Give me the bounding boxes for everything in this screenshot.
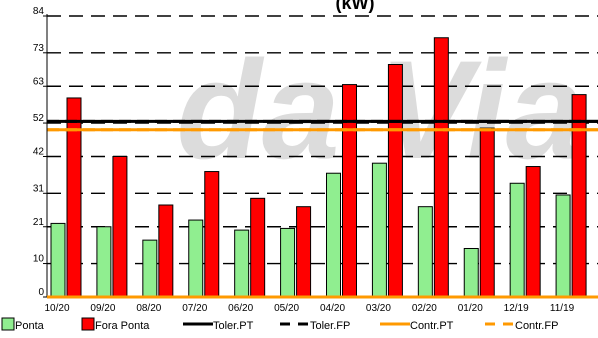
x-tick-label: 07/20 bbox=[182, 303, 207, 314]
x-tick-label: 01/20 bbox=[458, 303, 483, 314]
axis-layer: 0 10 21 31 42 52 63 73 84 10/20 09/20 08/20 07/20 06/… bbox=[33, 6, 598, 314]
bar-ponta bbox=[142, 239, 158, 298]
x-tick-label: 06/20 bbox=[228, 303, 253, 314]
bar-ponta bbox=[509, 182, 525, 298]
bar-fora-ponta bbox=[296, 206, 312, 298]
bar-ponta bbox=[96, 226, 112, 298]
bar-fora-ponta bbox=[479, 127, 495, 298]
y-tick-label: 73 bbox=[33, 43, 45, 54]
y-tick-label: 31 bbox=[33, 183, 45, 194]
x-tick-label: 12/19 bbox=[504, 303, 529, 314]
bar-fora-ponta bbox=[158, 204, 174, 298]
y-tick-label: 52 bbox=[33, 113, 45, 124]
y-tick-label: 21 bbox=[33, 217, 45, 228]
bar-ponta bbox=[463, 247, 479, 298]
x-tick-label: 05/20 bbox=[274, 303, 299, 314]
bar-ponta bbox=[371, 162, 387, 298]
watermark-text: da Via bbox=[176, 31, 583, 188]
bar-fora-ponta bbox=[342, 84, 357, 298]
y-tick-label: 63 bbox=[33, 76, 45, 87]
bar-fora-ponta bbox=[66, 97, 82, 298]
x-tick-label: 10/20 bbox=[44, 303, 69, 314]
x-tick-label: 02/20 bbox=[412, 303, 437, 314]
chart-title: (kW) bbox=[336, 0, 375, 13]
bar-fora-ponta bbox=[525, 166, 541, 298]
reference-lines-layer bbox=[47, 119, 598, 132]
bar-fora-ponta bbox=[250, 197, 266, 298]
legend-swatch-fora-ponta bbox=[81, 317, 95, 331]
bar-fora-ponta bbox=[433, 37, 449, 298]
x-tick-label: 04/20 bbox=[320, 303, 345, 314]
legend-label: Toler.FP bbox=[310, 320, 350, 332]
bar-ponta bbox=[326, 172, 341, 298]
y-tick-label: 0 bbox=[38, 287, 44, 298]
y-tick-label: 84 bbox=[33, 6, 45, 17]
legend: Ponta Fora Ponta Toler.PT Toler.FP Contr.PT C… bbox=[1, 317, 558, 332]
bar-fora-ponta bbox=[571, 94, 587, 298]
bar-ponta bbox=[555, 194, 571, 298]
bar-fora-ponta bbox=[387, 64, 403, 298]
grid-layer bbox=[47, 15, 598, 265]
y-tick-label: 10 bbox=[33, 254, 45, 265]
bar-fora-ponta bbox=[204, 171, 220, 298]
bar-ponta bbox=[280, 227, 296, 298]
x-tick-label: 09/20 bbox=[90, 303, 115, 314]
bar-ponta bbox=[234, 229, 250, 298]
legend-label: Contr.PT bbox=[410, 320, 454, 332]
legend-label: Contr.FP bbox=[515, 320, 558, 332]
legend-label: Ponta bbox=[15, 320, 45, 332]
bar-ponta bbox=[188, 219, 204, 298]
bar-ponta bbox=[417, 206, 433, 298]
bars-layer bbox=[50, 37, 587, 298]
x-tick-label: 08/20 bbox=[136, 303, 161, 314]
y-tick-label: 42 bbox=[33, 147, 45, 158]
bar-ponta bbox=[50, 222, 66, 298]
legend-swatch-ponta bbox=[1, 317, 15, 331]
bar-fora-ponta bbox=[112, 156, 128, 298]
x-tick-label: 11/19 bbox=[550, 303, 575, 314]
legend-label: Toler.PT bbox=[213, 320, 254, 332]
x-tick-label: 03/20 bbox=[366, 303, 391, 314]
legend-label: Fora Ponta bbox=[95, 320, 150, 332]
